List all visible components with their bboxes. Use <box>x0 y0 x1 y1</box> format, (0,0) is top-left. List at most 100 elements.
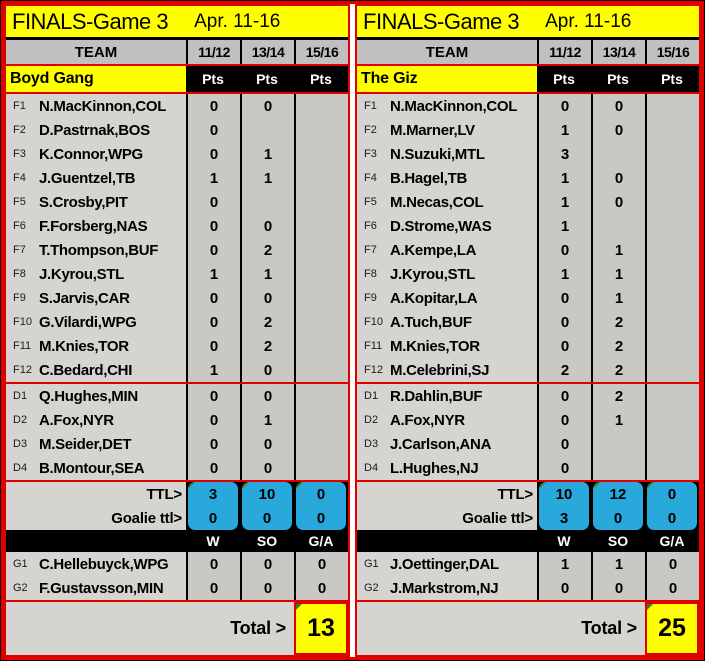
points-cell[interactable]: 1 <box>537 166 591 190</box>
ttl-cell-column-3[interactable]: 0 0 <box>647 482 697 530</box>
total-value-cell[interactable]: 25 <box>645 602 699 655</box>
points-cell[interactable] <box>294 358 348 382</box>
points-cell[interactable] <box>294 432 348 456</box>
points-cell[interactable]: 0 <box>186 576 240 600</box>
points-cell[interactable] <box>645 142 699 166</box>
points-cell[interactable]: 0 <box>240 384 294 408</box>
points-cell[interactable]: 0 <box>591 94 645 118</box>
points-cell[interactable]: 1 <box>240 408 294 432</box>
points-cell[interactable]: 0 <box>591 190 645 214</box>
points-cell[interactable] <box>645 262 699 286</box>
ttl-cell-column-1[interactable]: 3 0 <box>188 482 238 530</box>
points-cell[interactable] <box>645 310 699 334</box>
total-value-cell[interactable]: 13 <box>294 602 348 655</box>
points-cell[interactable] <box>645 334 699 358</box>
points-cell[interactable]: 0 <box>240 286 294 310</box>
points-cell[interactable] <box>294 238 348 262</box>
points-cell[interactable]: 0 <box>645 576 699 600</box>
points-cell[interactable]: 1 <box>537 190 591 214</box>
points-cell[interactable]: 1 <box>591 552 645 576</box>
points-cell[interactable]: 0 <box>537 334 591 358</box>
points-cell[interactable]: 1 <box>537 262 591 286</box>
points-cell[interactable]: 0 <box>240 94 294 118</box>
points-cell[interactable] <box>294 142 348 166</box>
points-cell[interactable]: 2 <box>240 334 294 358</box>
points-cell[interactable] <box>591 142 645 166</box>
points-cell[interactable]: 2 <box>591 334 645 358</box>
points-cell[interactable] <box>645 238 699 262</box>
points-cell[interactable]: 0 <box>186 214 240 238</box>
points-cell[interactable] <box>645 358 699 382</box>
points-cell[interactable]: 0 <box>186 310 240 334</box>
points-cell[interactable]: 0 <box>294 576 348 600</box>
points-cell[interactable]: 0 <box>645 552 699 576</box>
points-cell[interactable]: 0 <box>591 576 645 600</box>
points-cell[interactable]: 0 <box>537 432 591 456</box>
ttl-cell-column-3[interactable]: 0 0 <box>296 482 346 530</box>
points-cell[interactable]: 0 <box>537 456 591 480</box>
points-cell[interactable] <box>645 432 699 456</box>
points-cell[interactable]: 0 <box>240 432 294 456</box>
points-cell[interactable] <box>645 456 699 480</box>
points-cell[interactable] <box>294 456 348 480</box>
points-cell[interactable] <box>645 384 699 408</box>
ttl-cell-column-2[interactable]: 12 0 <box>593 482 643 530</box>
points-cell[interactable] <box>294 262 348 286</box>
points-cell[interactable]: 3 <box>537 142 591 166</box>
points-cell[interactable]: 2 <box>591 310 645 334</box>
points-cell[interactable]: 0 <box>537 94 591 118</box>
points-cell[interactable]: 0 <box>186 142 240 166</box>
points-cell[interactable]: 0 <box>537 408 591 432</box>
points-cell[interactable]: 0 <box>240 552 294 576</box>
points-cell[interactable] <box>294 190 348 214</box>
points-cell[interactable] <box>294 408 348 432</box>
points-cell[interactable]: 0 <box>186 408 240 432</box>
points-cell[interactable] <box>294 214 348 238</box>
points-cell[interactable] <box>591 214 645 238</box>
points-cell[interactable]: 1 <box>591 286 645 310</box>
points-cell[interactable]: 1 <box>186 166 240 190</box>
points-cell[interactable] <box>645 94 699 118</box>
points-cell[interactable]: 0 <box>240 456 294 480</box>
points-cell[interactable]: 2 <box>240 310 294 334</box>
points-cell[interactable]: 1 <box>591 262 645 286</box>
points-cell[interactable]: 2 <box>591 384 645 408</box>
points-cell[interactable] <box>294 334 348 358</box>
points-cell[interactable]: 1 <box>240 166 294 190</box>
points-cell[interactable]: 0 <box>537 238 591 262</box>
points-cell[interactable]: 1 <box>240 262 294 286</box>
points-cell[interactable] <box>294 384 348 408</box>
points-cell[interactable] <box>645 166 699 190</box>
points-cell[interactable]: 0 <box>186 94 240 118</box>
points-cell[interactable] <box>591 432 645 456</box>
points-cell[interactable]: 0 <box>186 334 240 358</box>
points-cell[interactable] <box>294 310 348 334</box>
points-cell[interactable] <box>240 118 294 142</box>
points-cell[interactable]: 1 <box>186 262 240 286</box>
points-cell[interactable]: 0 <box>537 576 591 600</box>
points-cell[interactable]: 0 <box>186 432 240 456</box>
points-cell[interactable]: 1 <box>240 142 294 166</box>
points-cell[interactable] <box>294 166 348 190</box>
points-cell[interactable]: 0 <box>240 576 294 600</box>
points-cell[interactable]: 0 <box>240 214 294 238</box>
points-cell[interactable]: 0 <box>240 358 294 382</box>
points-cell[interactable] <box>294 94 348 118</box>
points-cell[interactable] <box>645 118 699 142</box>
points-cell[interactable]: 2 <box>240 238 294 262</box>
points-cell[interactable]: 2 <box>591 358 645 382</box>
points-cell[interactable] <box>240 190 294 214</box>
points-cell[interactable]: 1 <box>591 408 645 432</box>
points-cell[interactable] <box>645 190 699 214</box>
points-cell[interactable]: 0 <box>186 384 240 408</box>
points-cell[interactable]: 1 <box>591 238 645 262</box>
points-cell[interactable]: 0 <box>186 456 240 480</box>
points-cell[interactable]: 1 <box>537 214 591 238</box>
points-cell[interactable]: 1 <box>537 552 591 576</box>
points-cell[interactable] <box>645 408 699 432</box>
points-cell[interactable] <box>591 456 645 480</box>
points-cell[interactable]: 0 <box>186 118 240 142</box>
points-cell[interactable]: 0 <box>537 310 591 334</box>
points-cell[interactable]: 2 <box>537 358 591 382</box>
points-cell[interactable]: 0 <box>591 166 645 190</box>
